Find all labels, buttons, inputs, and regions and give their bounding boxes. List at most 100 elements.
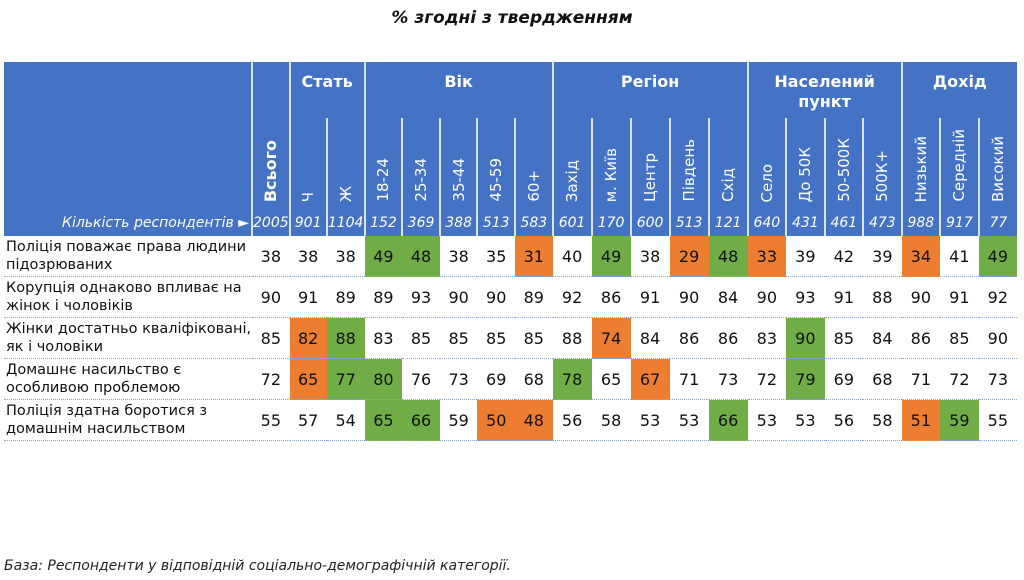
value-cell: 58 [863, 399, 902, 441]
value-cell: 84 [863, 317, 902, 359]
value-cell: 90 [252, 276, 290, 318]
value-cell: 31 [515, 236, 553, 277]
value-cell: 90 [747, 276, 787, 318]
table-row: Домашнє насильство є особливою проблемою… [4, 358, 1018, 400]
value-cell: 38 [439, 236, 478, 277]
row-label: Поліція здатна боротися з домашнім насил… [4, 399, 252, 441]
respondent-count: 77 [977, 210, 1018, 236]
respondent-count: 901 [288, 210, 327, 236]
value-cell: 68 [863, 358, 902, 400]
row-label: Жінки достатньо кваліфіковані, як і чоло… [4, 317, 252, 359]
respondent-count: 1104 [325, 210, 365, 236]
value-cell: 72 [252, 358, 290, 400]
column-header: Ч [288, 118, 327, 210]
row-label: Поліція поважає права людини підозрювани… [4, 236, 252, 277]
value-cell: 56 [552, 399, 592, 441]
column-header: Південь [668, 118, 709, 210]
value-cell: 83 [364, 317, 403, 359]
value-cell: 86 [708, 317, 748, 359]
column-header: До 50К [785, 118, 825, 210]
value-cell: 84 [708, 276, 748, 318]
row-label: Домашнє насильство є особливою проблемою [4, 358, 252, 400]
value-cell: 85 [940, 317, 979, 359]
table-row: Корупція однаково впливає на жінок і чол… [4, 276, 1018, 318]
value-cell: 71 [901, 358, 941, 400]
value-cell: 88 [863, 276, 902, 318]
value-cell: 34 [901, 236, 941, 277]
value-cell: 76 [402, 358, 440, 400]
column-label: 50-500К [834, 138, 853, 202]
value-cell: 89 [364, 276, 403, 318]
column-label: Низький [911, 135, 930, 202]
value-cell: 80 [364, 358, 403, 400]
column-header: 25-34 [401, 118, 440, 210]
column-label: Ч [299, 191, 318, 202]
column-header: Схід [707, 118, 748, 210]
column-label: Ж [336, 185, 355, 202]
respondent-count: 369 [401, 210, 440, 236]
value-cell: 65 [591, 358, 631, 400]
value-cell: 85 [439, 317, 478, 359]
respondent-count: 121 [707, 210, 748, 236]
value-cell: 41 [940, 236, 979, 277]
value-cell: 91 [940, 276, 979, 318]
value-cell: 38 [289, 236, 327, 277]
value-cell: 53 [669, 399, 709, 441]
survey-table: Всього Стать Вік Регіон Населений пункт Дохід… [4, 62, 1018, 441]
column-label: 60+ [524, 170, 543, 202]
value-cell: 85 [515, 317, 553, 359]
value-cell: 48 [515, 399, 553, 441]
value-cell: 85 [252, 317, 290, 359]
table-row: Жінки достатньо кваліфіковані, як і чоло… [4, 317, 1018, 359]
column-header: Високий [977, 118, 1018, 210]
value-cell: 91 [824, 276, 864, 318]
respondent-count: 152 [363, 210, 403, 236]
value-cell: 59 [439, 399, 478, 441]
value-cell: 66 [402, 399, 440, 441]
value-cell: 68 [515, 358, 553, 400]
respondent-count: 917 [939, 210, 979, 236]
value-cell: 88 [552, 317, 592, 359]
value-cell: 66 [708, 399, 748, 441]
value-cell: 86 [591, 276, 631, 318]
value-cell: 51 [901, 399, 941, 441]
column-header: 18-24 [363, 118, 403, 210]
value-cell: 93 [402, 276, 440, 318]
value-cell: 85 [402, 317, 440, 359]
value-cell: 71 [669, 358, 709, 400]
value-cell: 49 [978, 236, 1018, 277]
value-cell: 55 [978, 399, 1018, 441]
column-header: Захід [551, 118, 592, 210]
value-cell: 65 [289, 358, 327, 400]
value-cell: 53 [747, 399, 787, 441]
column-label: Південь [680, 139, 699, 202]
value-cell: 42 [824, 236, 864, 277]
column-header: 60+ [514, 118, 553, 210]
group-header: Вік [363, 62, 553, 118]
column-label: Високий [989, 135, 1008, 202]
column-label: 18-24 [374, 158, 393, 202]
header-blank [4, 62, 252, 210]
value-cell: 79 [786, 358, 825, 400]
column-label: 45-59 [487, 158, 506, 202]
value-cell: 69 [477, 358, 516, 400]
value-cell: 48 [708, 236, 748, 277]
value-cell: 85 [824, 317, 864, 359]
value-cell: 72 [940, 358, 979, 400]
value-cell: 89 [515, 276, 553, 318]
value-cell: 48 [402, 236, 440, 277]
value-cell: 78 [552, 358, 592, 400]
value-cell: 88 [326, 317, 365, 359]
value-cell: 38 [326, 236, 365, 277]
value-cell: 90 [669, 276, 709, 318]
column-header: 45-59 [476, 118, 516, 210]
respondent-count: 388 [438, 210, 478, 236]
value-cell: 49 [591, 236, 631, 277]
column-label: 500К+ [873, 150, 892, 202]
column-header: Село [746, 118, 787, 210]
column-header: Ж [325, 118, 365, 210]
value-cell: 39 [786, 236, 825, 277]
footnote: База: Респонденти у відповідній соціальн… [4, 558, 511, 574]
respondent-count: 988 [900, 210, 941, 236]
group-header: Населений пункт [746, 62, 902, 118]
